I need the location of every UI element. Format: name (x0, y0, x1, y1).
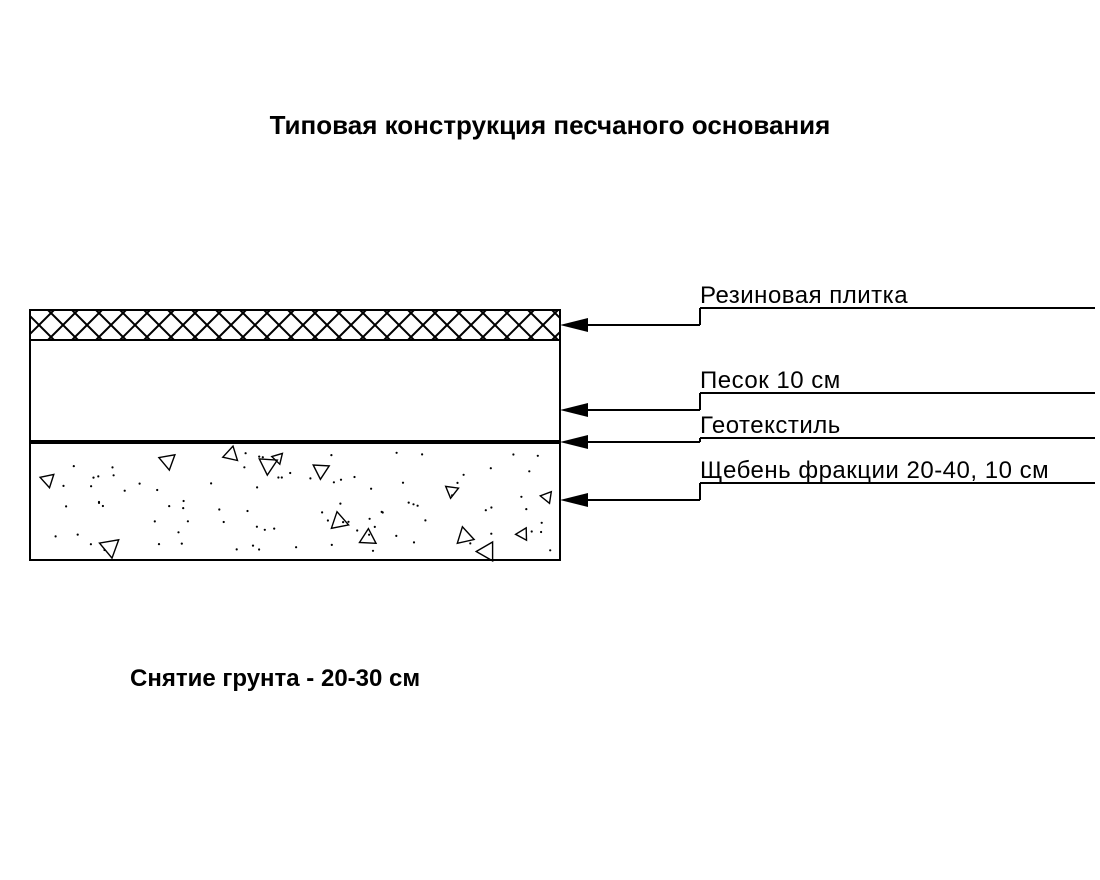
label-gravel: Щебень фракции 20-40, 10 см (700, 457, 1049, 485)
label-sand: Песок 10 см (700, 367, 841, 395)
soil-removal-note: Снятие грунта - 20-30 см (130, 665, 420, 693)
cross-section-diagram (0, 0, 1100, 880)
label-rubber-tile: Резиновая плитка (700, 282, 908, 310)
page: Типовая конструкция песчаного основания … (0, 0, 1100, 880)
label-geotextile: Геотекстиль (700, 412, 841, 440)
